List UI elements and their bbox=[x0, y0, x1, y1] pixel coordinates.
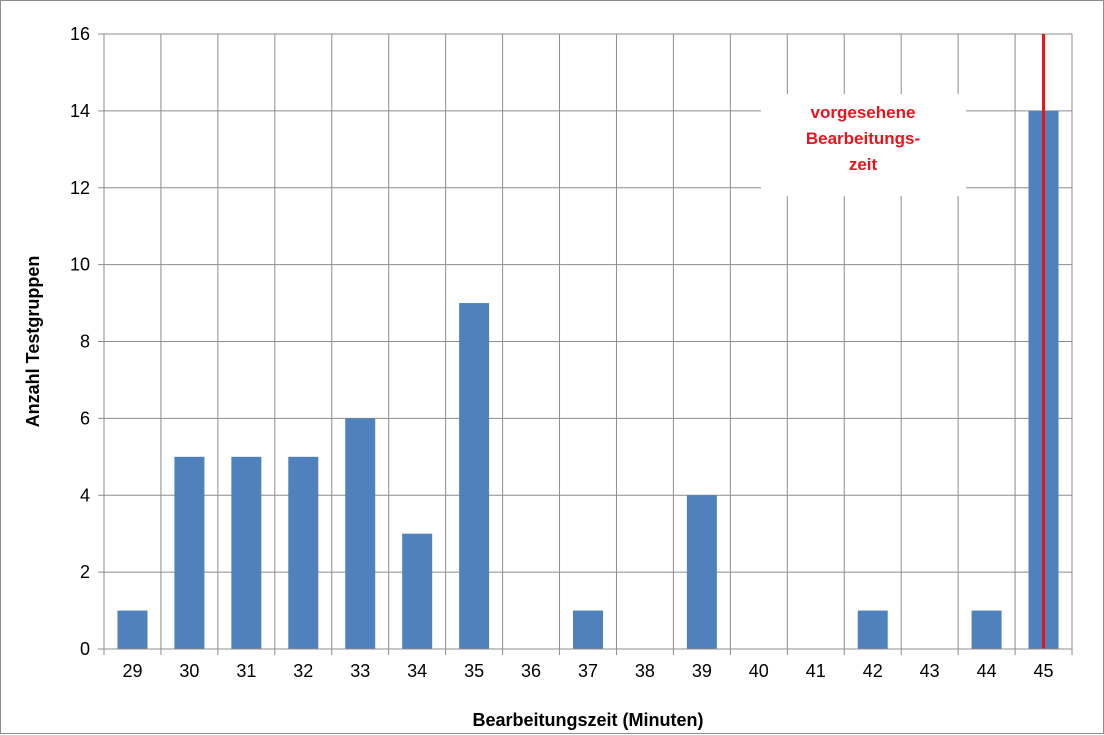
x-tick-label: 45 bbox=[1034, 661, 1054, 681]
y-tick-label: 12 bbox=[70, 178, 90, 198]
bar-42 bbox=[857, 610, 888, 649]
bar-30 bbox=[174, 456, 205, 649]
reference-line-group: vorgesehene Bearbeitungs-zeit bbox=[761, 34, 1046, 649]
y-tick-label: 16 bbox=[70, 24, 90, 44]
tick-labels: 0 2 4 6 8 10 12 14 16 29 30 31 32 33 34 35 36 37 38 39 40 41 4… bbox=[70, 24, 1054, 681]
y-tick-label: 0 bbox=[80, 639, 90, 659]
x-tick-label: 37 bbox=[578, 661, 598, 681]
annotation-line: zeit bbox=[849, 155, 878, 174]
y-tick-label: 4 bbox=[80, 485, 90, 505]
x-tick-label: 41 bbox=[806, 661, 826, 681]
x-tick-label: 32 bbox=[293, 661, 313, 681]
x-tick-label: 44 bbox=[977, 661, 997, 681]
bar-44 bbox=[971, 610, 1002, 649]
x-tick-label: 42 bbox=[863, 661, 883, 681]
x-tick-label: 36 bbox=[521, 661, 541, 681]
bar-34 bbox=[402, 533, 433, 649]
x-tick-label: 35 bbox=[464, 661, 484, 681]
bar-37 bbox=[573, 610, 603, 649]
bar-35 bbox=[459, 303, 490, 649]
y-tick-label: 14 bbox=[70, 101, 90, 121]
annotation-line: vorgesehene bbox=[811, 103, 916, 122]
y-tick-label: 8 bbox=[80, 332, 90, 352]
x-tick-label: 33 bbox=[350, 661, 370, 681]
x-tick-label: 39 bbox=[692, 661, 712, 681]
bar-29 bbox=[117, 610, 148, 649]
annotation-box bbox=[761, 94, 966, 196]
annotation-line: Bearbeitungs- bbox=[806, 129, 920, 148]
y-tick-label: 6 bbox=[80, 408, 90, 428]
x-tick-label: 38 bbox=[635, 661, 655, 681]
x-tick-label: 43 bbox=[920, 661, 940, 681]
bar-33 bbox=[345, 418, 376, 649]
bar-39 bbox=[686, 495, 717, 649]
x-tick-label: 30 bbox=[179, 661, 199, 681]
x-tick-label: 31 bbox=[236, 661, 256, 681]
x-tick-label: 29 bbox=[122, 661, 142, 681]
bar-32 bbox=[288, 456, 319, 649]
axes bbox=[98, 33, 1073, 655]
grid-lines bbox=[103, 33, 1073, 650]
y-tick-label: 10 bbox=[70, 255, 90, 275]
y-tick-label: 2 bbox=[80, 562, 90, 582]
x-tick-label: 40 bbox=[749, 661, 769, 681]
x-axis-title: Bearbeitungszeit (Minuten) bbox=[472, 710, 703, 730]
x-tick-label: 34 bbox=[407, 661, 427, 681]
y-axis-title: Anzahl Testgruppen bbox=[23, 256, 43, 428]
bar-31 bbox=[231, 456, 262, 649]
